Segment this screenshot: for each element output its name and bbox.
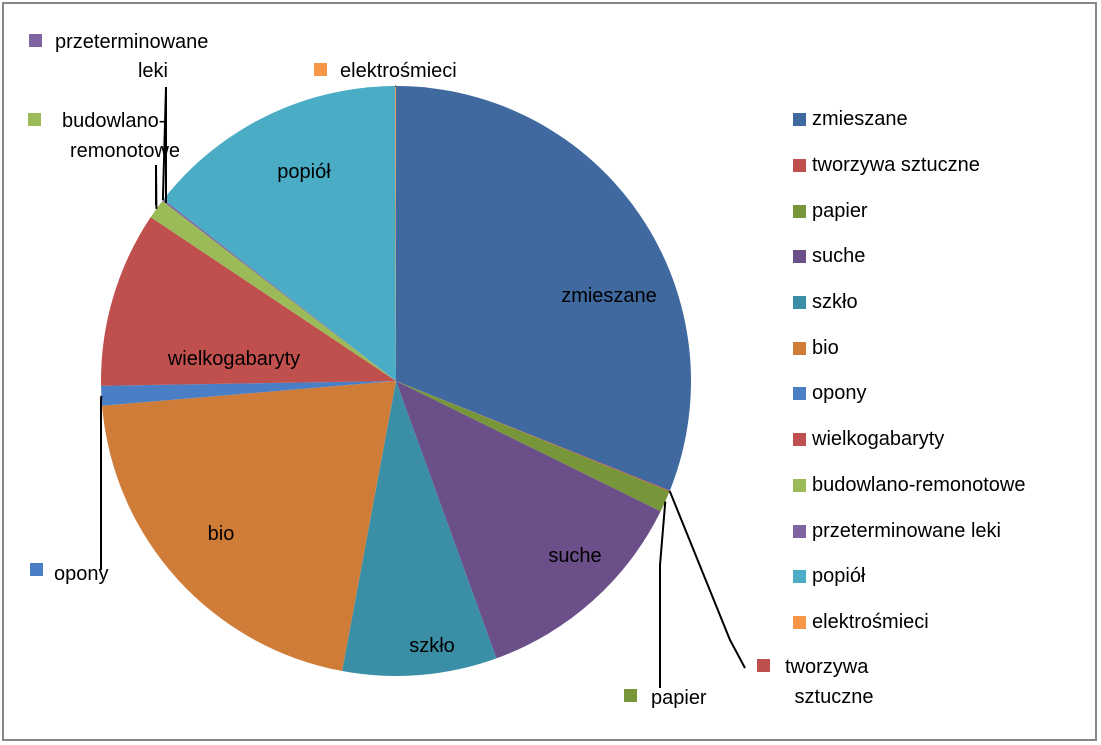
callout-labels: przeterminowane leki elektrośmieci budow… [28,31,873,709]
legend-item: zmieszane [793,97,1093,143]
legend-swatch [793,433,806,447]
callout-swatch-opony [30,563,43,576]
legend-item: wielkogabaryty [793,417,1093,463]
legend-swatch [793,478,806,492]
legend-item: budowlano-remonotowe [793,463,1093,509]
legend-swatch [793,570,806,584]
legend-item: suche [793,234,1093,280]
pie-slice [150,200,396,381]
pie-slice [102,381,396,672]
callout-swatch-elektro [314,63,327,76]
inside-labels: zmieszane suche szkło bio wielkogabaryty… [167,161,657,657]
pie-slices [101,85,692,677]
legend-label: szkło [812,291,858,314]
data-label-wielkogabaryty: wielkogabaryty [167,348,300,370]
legend-label: suche [812,245,866,268]
callout-leki-line2: leki [138,60,168,82]
pie-slice [162,199,396,381]
pie-slice [396,381,670,512]
legend-label: przeterminowane leki [812,519,1001,542]
legend-item: opony [793,371,1093,417]
callout-budowlano-line2: remonotowe [70,140,180,162]
data-label-popiol: popiół [277,161,331,183]
pie-slice [396,86,692,491]
legend-swatch [793,341,806,355]
data-label-bio: bio [208,523,235,545]
legend-item: tworzywa sztuczne [793,143,1093,189]
legend-label: wielkogabaryty [812,428,945,451]
legend-item: papier [793,188,1093,234]
pie-slice [101,381,396,406]
pie-slice [395,85,396,382]
callout-swatch-budowlano [28,113,41,126]
data-label-zmieszane: zmieszane [561,285,657,307]
callout-tworzywa-line2: sztuczne [795,686,874,708]
legend-label: papier [812,199,868,222]
legend-label: tworzywa sztuczne [812,154,980,177]
leader-line [659,501,667,688]
callout-leki-line1: przeterminowane [55,31,208,53]
callout-budowlano-line1: budowlano- [62,110,165,132]
legend-swatch [793,296,806,310]
callout-papier: papier [651,687,707,709]
data-label-szklo: szkło [409,635,455,657]
legend-item: bio [793,325,1093,371]
legend-swatch [793,615,806,629]
legend-label: bio [812,336,839,359]
data-label-suche: suche [548,545,601,567]
pie-slice [342,381,497,677]
legend-item: przeterminowane leki [793,508,1093,554]
pie-slice [163,86,396,381]
legend-label: budowlano-remonotowe [812,473,1026,496]
legend-swatch [793,204,806,218]
callout-opony: opony [54,563,109,585]
legend-swatch [793,250,806,264]
pie-slice [396,381,661,659]
callout-elektro: elektrośmieci [340,60,457,82]
legend-label: elektrośmieci [812,610,929,633]
leader-line [668,490,746,669]
callout-tworzywa-line1: tworzywa [785,656,869,678]
callout-swatch-tworzywa [757,659,770,672]
pie-slice [396,381,670,492]
legend-item: szkło [793,280,1093,326]
legend: zmieszane tworzywa sztuczne papier suche… [793,97,1093,645]
legend-item: popiół [793,554,1093,600]
callout-swatch-papier [624,689,637,702]
legend-label: zmieszane [812,108,908,131]
legend-label: popiół [812,565,866,588]
legend-swatch [793,387,806,401]
legend-swatch [793,113,806,127]
legend-label: opony [812,382,867,405]
legend-swatch [793,524,806,538]
legend-swatch [793,159,806,173]
leader-lines [100,85,746,688]
leader-line [161,86,167,203]
callout-swatch-leki [29,34,42,47]
legend-item: elektrośmieci [793,600,1093,646]
pie-slice [101,217,396,386]
